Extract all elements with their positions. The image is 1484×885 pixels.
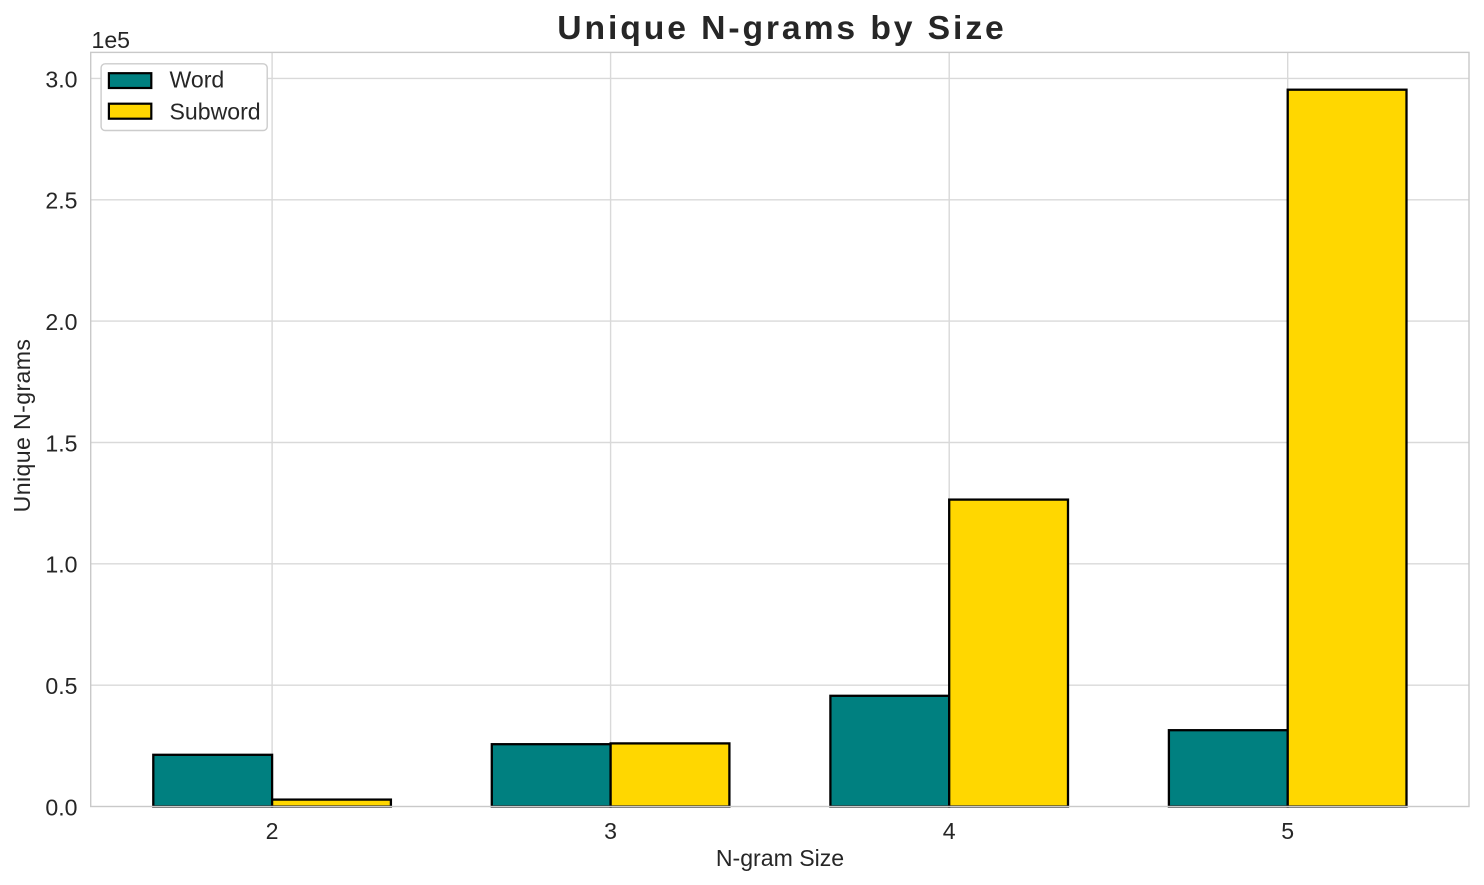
svg-text:4: 4 bbox=[943, 818, 956, 844]
svg-text:2.5: 2.5 bbox=[45, 188, 77, 214]
svg-text:5: 5 bbox=[1281, 818, 1294, 844]
svg-text:1.0: 1.0 bbox=[45, 552, 77, 578]
svg-text:3.0: 3.0 bbox=[45, 66, 77, 92]
svg-text:Unique N-grams by Size: Unique N-grams by Size bbox=[557, 9, 1006, 47]
svg-text:Word: Word bbox=[170, 66, 225, 92]
svg-text:1e5: 1e5 bbox=[92, 27, 131, 53]
svg-text:N-gram Size: N-gram Size bbox=[716, 845, 844, 871]
svg-text:0.5: 0.5 bbox=[45, 673, 77, 699]
svg-text:2.0: 2.0 bbox=[45, 309, 77, 335]
svg-text:3: 3 bbox=[604, 818, 617, 844]
svg-text:Unique N-grams: Unique N-grams bbox=[9, 339, 35, 513]
svg-text:2: 2 bbox=[266, 818, 279, 844]
svg-text:1.5: 1.5 bbox=[45, 430, 77, 456]
svg-text:0.0: 0.0 bbox=[45, 794, 77, 820]
svg-text:Subword: Subword bbox=[170, 98, 261, 124]
